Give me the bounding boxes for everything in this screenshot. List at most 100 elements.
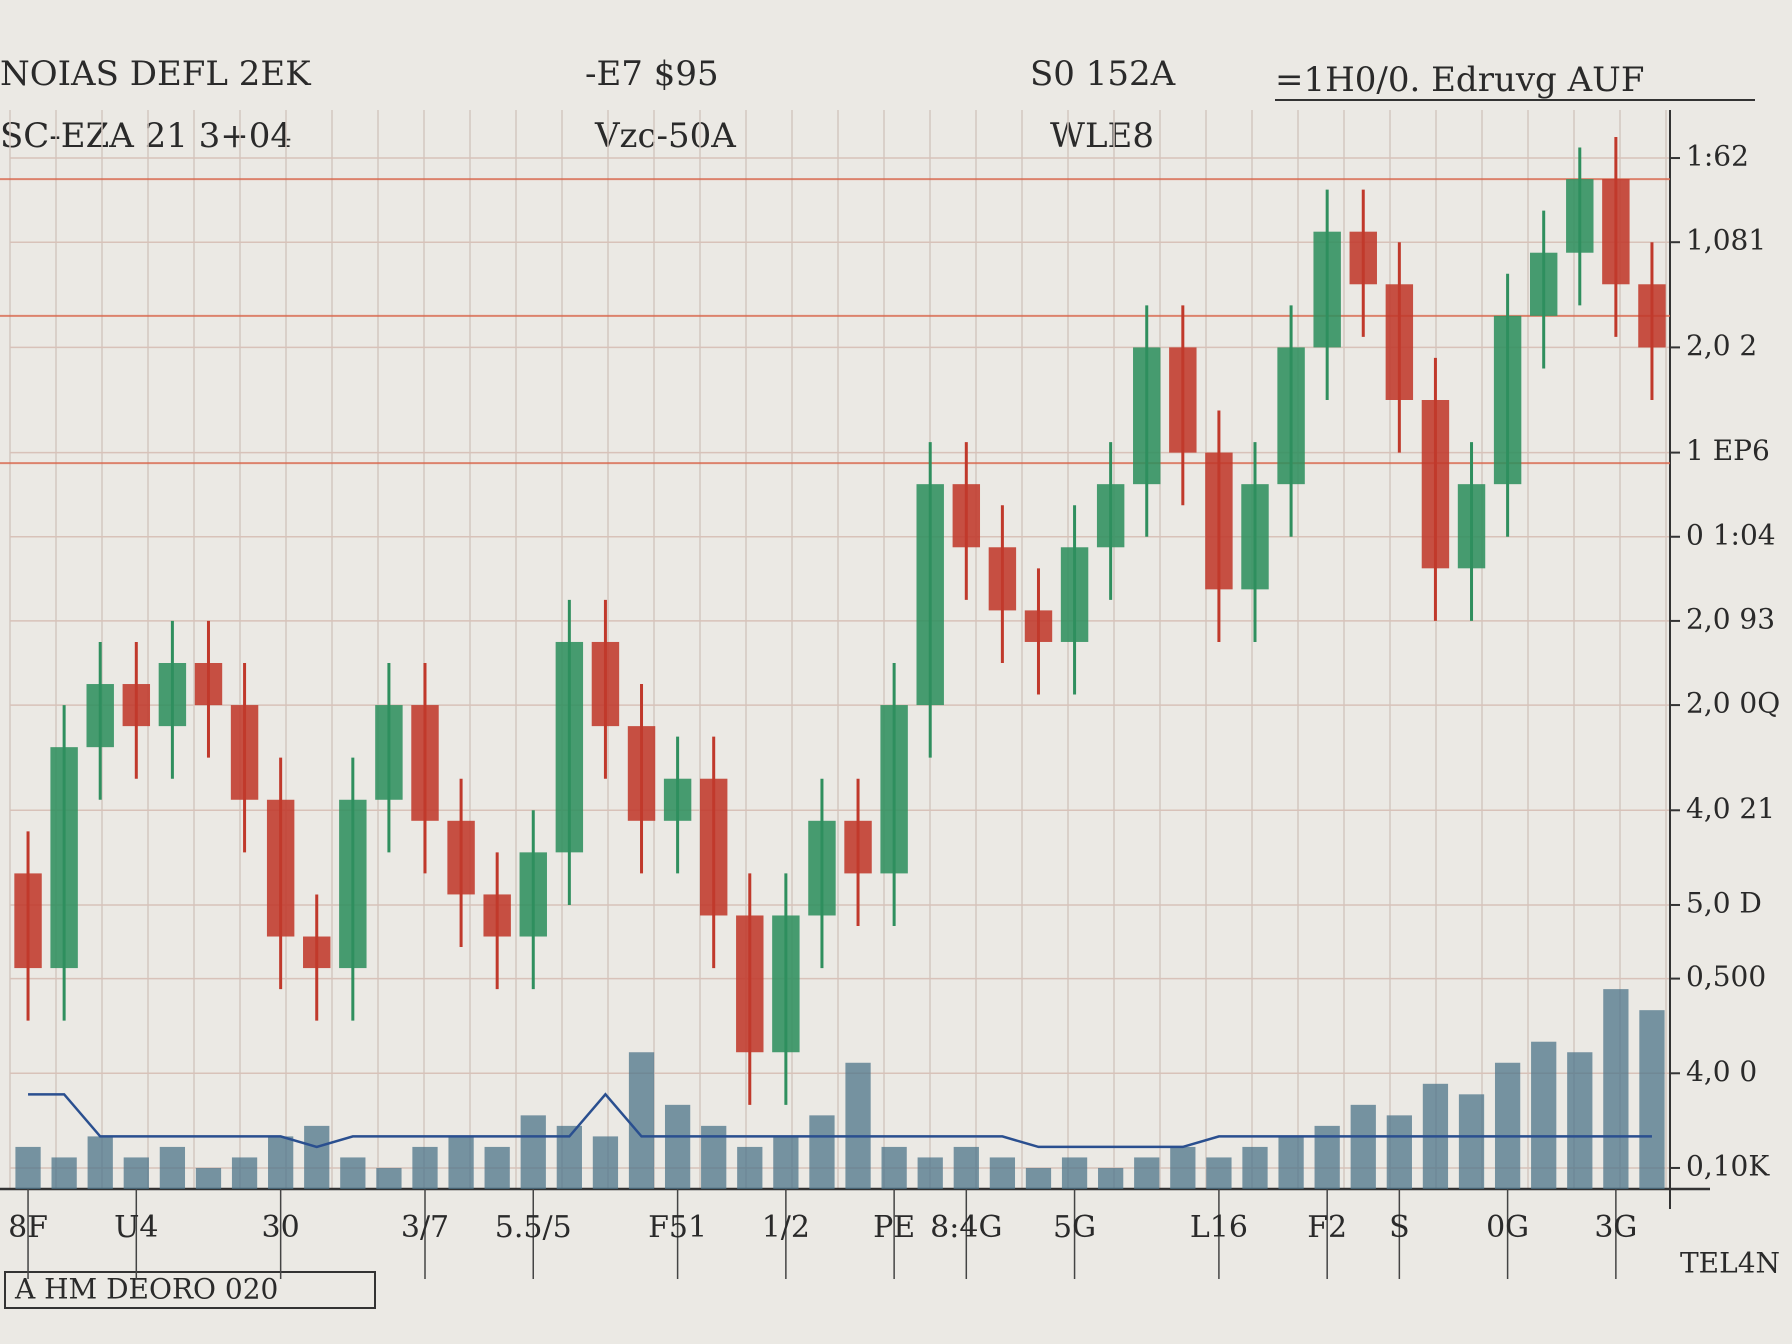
volume-bar	[304, 1125, 330, 1189]
candle-body	[1602, 179, 1630, 285]
y-tick-label: 2,0 2	[1686, 329, 1757, 362]
candle-body	[1638, 284, 1666, 348]
volume-bar	[1278, 1136, 1304, 1189]
volume-bar	[1494, 1062, 1521, 1189]
volume-bar	[1098, 1167, 1124, 1189]
volume-bar	[1603, 989, 1629, 1189]
volume-bar	[881, 1146, 907, 1189]
volume-bar	[1206, 1157, 1232, 1189]
volume-bar	[15, 1146, 41, 1189]
candle-body	[158, 663, 187, 727]
candle-body	[86, 684, 114, 748]
volume-bar	[628, 1052, 655, 1189]
volume-bar	[412, 1146, 438, 1189]
volume-bar	[1386, 1115, 1412, 1189]
candle-body	[1421, 400, 1450, 569]
candle-body	[555, 641, 584, 853]
candle-body	[591, 641, 620, 727]
candle-body	[483, 894, 511, 937]
candle-body	[375, 705, 403, 800]
header-text: -E7 $95	[585, 54, 719, 94]
indicator-line	[28, 1092, 1652, 1149]
header-text: NOIAS DEFL 2EK	[0, 54, 311, 94]
volume-bar	[1531, 1041, 1557, 1189]
legend-box	[4, 1271, 376, 1309]
volume-bar	[484, 1146, 510, 1189]
candle-body	[1457, 484, 1486, 569]
x-tick-label: 30	[262, 1210, 300, 1245]
candle-body	[194, 663, 223, 706]
candle-body	[916, 484, 944, 706]
candle-body	[772, 915, 800, 1053]
x-tick-label: U4	[114, 1210, 158, 1245]
volume-bar	[773, 1136, 799, 1189]
y-tick-label: 2,0 93	[1686, 602, 1775, 635]
x-tick-label: 3/7	[401, 1210, 449, 1245]
volume-bar	[917, 1157, 943, 1189]
corner-text: TEL4N	[1680, 1247, 1780, 1280]
candle-body	[1133, 347, 1161, 485]
candle-body	[880, 705, 908, 874]
candle-body	[1277, 347, 1305, 485]
subheader-text: SC-EZA 21 3+04	[0, 116, 292, 156]
volume-bar	[1639, 1010, 1665, 1189]
volume-bar	[1567, 1052, 1593, 1189]
y-tick-label: 4,0 0	[1686, 1055, 1757, 1088]
volume-bar	[123, 1157, 149, 1189]
volume-bar	[448, 1136, 474, 1189]
candle-body	[627, 726, 656, 821]
y-tick-label: 1 EP6	[1686, 434, 1770, 467]
candle-body	[14, 873, 42, 969]
candle-body	[303, 936, 331, 969]
volume-bar	[1025, 1167, 1052, 1189]
candle-body	[1241, 484, 1269, 590]
candle-body	[1385, 284, 1414, 400]
x-tick-label: 8F	[8, 1210, 48, 1245]
candle-body	[699, 778, 728, 916]
volume-bar	[376, 1167, 402, 1189]
x-tick-label: PE	[873, 1210, 915, 1245]
legend-text: A HM DEORO 020	[14, 1273, 278, 1306]
x-tick-label: F51	[648, 1210, 707, 1245]
y-tick-label: 1,081	[1686, 224, 1766, 257]
candle-body	[1493, 315, 1522, 485]
x-tick-label: 3G	[1594, 1210, 1637, 1245]
x-tick-label: S	[1389, 1210, 1410, 1245]
candle-body	[1060, 547, 1089, 642]
candle-body	[266, 799, 295, 937]
candle-body	[952, 484, 981, 548]
volume-bar	[231, 1157, 258, 1189]
y-tick-label: 0,10K	[1686, 1149, 1770, 1182]
candle-body	[1566, 179, 1594, 253]
x-tick-label: 5.5/5	[495, 1210, 572, 1245]
candle-body	[447, 820, 475, 895]
y-tick-label: 5,0 D	[1686, 886, 1762, 919]
candle-body	[663, 778, 692, 821]
volume-bar	[592, 1136, 619, 1189]
header-text: S0 152A	[1030, 54, 1176, 94]
volume-bar	[1242, 1146, 1268, 1189]
candle-body	[988, 547, 1017, 611]
candle-body	[1349, 231, 1377, 285]
candle-body	[1096, 484, 1125, 548]
x-tick-label: F2	[1307, 1210, 1347, 1245]
volume-bar	[989, 1157, 1016, 1189]
volume-bar	[87, 1136, 113, 1189]
x-tick-label: 5G	[1053, 1210, 1096, 1245]
candle-body	[230, 705, 259, 800]
candle-body	[50, 747, 78, 969]
candle-body	[1024, 610, 1053, 642]
volume-bar	[1350, 1104, 1376, 1189]
volume-bar	[1061, 1157, 1088, 1189]
candle-body	[844, 820, 872, 874]
candle-body	[1529, 252, 1558, 316]
x-tick-label: 8:4G	[930, 1210, 1002, 1245]
header-text: =1H0/0. Edruvg AUF	[1275, 60, 1644, 100]
x-tick-label: 1/2	[762, 1210, 810, 1245]
candle-body	[339, 799, 367, 969]
subheader-text: Vzc-50A	[594, 116, 736, 156]
candle-body	[1169, 347, 1197, 453]
volume-bar	[953, 1146, 979, 1189]
